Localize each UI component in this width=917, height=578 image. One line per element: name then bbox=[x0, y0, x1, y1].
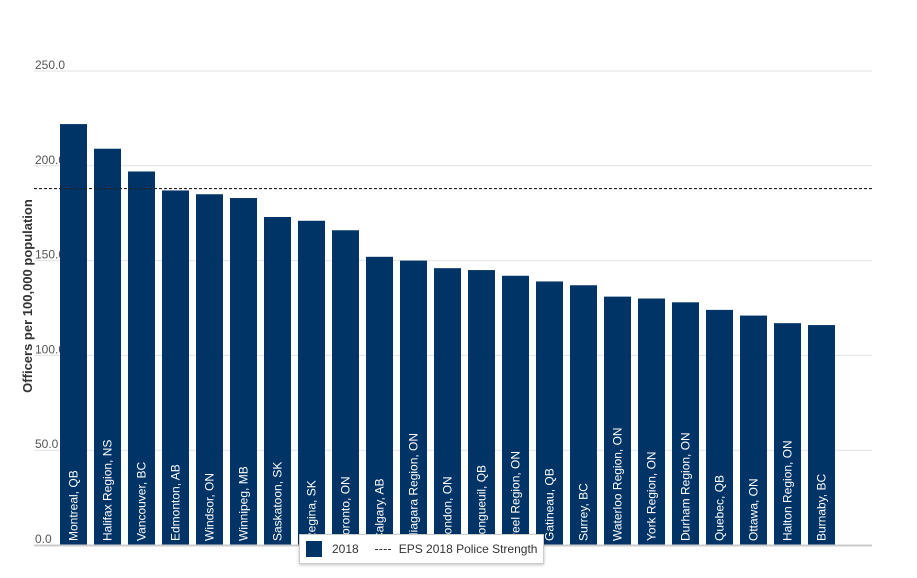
category-label: Calgary, AB bbox=[373, 479, 387, 541]
legend-label-reference: EPS 2018 Police Strength bbox=[398, 542, 538, 556]
category-label: London, ON bbox=[441, 476, 455, 541]
category-label: Waterloo Region, ON bbox=[611, 427, 625, 541]
bar[interactable] bbox=[196, 194, 223, 546]
category-label: Edmonton, AB bbox=[169, 464, 183, 541]
y-tick-label: 100.0 bbox=[35, 342, 65, 356]
category-label: Vancouver, BC bbox=[135, 462, 149, 541]
category-label: York Region, ON bbox=[645, 451, 659, 541]
legend-dash-icon bbox=[374, 548, 391, 550]
bar[interactable] bbox=[366, 256, 393, 545]
category-label: Peel Region, ON bbox=[509, 451, 523, 541]
bar[interactable] bbox=[570, 285, 597, 545]
bar[interactable] bbox=[502, 275, 529, 545]
category-label: Saskatoon, SK bbox=[271, 462, 285, 541]
y-tick-label: 50.0 bbox=[35, 437, 59, 451]
y-tick-label: 0.0 bbox=[35, 532, 52, 546]
category-label: Niagara Region, ON bbox=[407, 433, 421, 541]
bar[interactable] bbox=[536, 281, 563, 545]
bar[interactable] bbox=[162, 190, 189, 545]
category-label: Halton Region, ON bbox=[781, 440, 795, 541]
category-label: Toronto, ON bbox=[339, 476, 353, 541]
category-label: Quebec, QB bbox=[713, 475, 727, 541]
bar[interactable] bbox=[638, 298, 665, 545]
bar[interactable] bbox=[740, 315, 767, 545]
legend: 2018 EPS 2018 Police Strength bbox=[299, 534, 545, 564]
category-label: Burnaby, BC bbox=[815, 474, 829, 541]
category-label: Surrey, BC bbox=[577, 483, 591, 541]
bar[interactable] bbox=[60, 124, 87, 545]
category-label: Longueuil, QB bbox=[475, 465, 489, 541]
category-label: Windsor, ON bbox=[203, 473, 217, 541]
legend-swatch-2018 bbox=[306, 541, 322, 557]
bar[interactable] bbox=[468, 270, 495, 545]
bar[interactable] bbox=[264, 216, 291, 545]
bar[interactable] bbox=[434, 268, 461, 545]
bar[interactable] bbox=[298, 220, 325, 545]
category-label: Montreal, QB bbox=[67, 470, 81, 541]
y-axis-ticks: 0.0 50.0 100.0 150.0 200.0 250.0 bbox=[35, 58, 65, 546]
y-tick-label: 250.0 bbox=[35, 58, 65, 72]
category-label: Regina, SK bbox=[305, 480, 319, 541]
legend-label-2018: 2018 bbox=[332, 542, 359, 556]
category-label: Halifax Region, NS bbox=[101, 440, 115, 541]
bar[interactable] bbox=[706, 309, 733, 545]
bar[interactable] bbox=[128, 171, 155, 545]
y-axis-title: Officers per 100,000 population bbox=[20, 199, 35, 393]
category-label: Gatineau, QB bbox=[543, 468, 557, 541]
bar[interactable] bbox=[774, 323, 801, 545]
bar[interactable] bbox=[400, 260, 427, 545]
y-tick-label: 150.0 bbox=[35, 248, 65, 262]
bar[interactable] bbox=[672, 302, 699, 545]
bar[interactable] bbox=[604, 296, 631, 545]
bar[interactable] bbox=[332, 230, 359, 545]
category-labels: Montreal, QB Halifax Region, NS Vancouver,… bbox=[67, 427, 829, 541]
bar[interactable] bbox=[230, 198, 257, 546]
bars bbox=[60, 124, 835, 546]
category-label: Durham Region, ON bbox=[679, 432, 693, 541]
y-tick-label: 200.0 bbox=[35, 153, 65, 167]
category-label: Winnipeg, MB bbox=[237, 466, 251, 541]
bar[interactable] bbox=[94, 148, 121, 545]
bar[interactable] bbox=[808, 325, 835, 545]
category-label: Ottawa, ON bbox=[747, 478, 761, 541]
